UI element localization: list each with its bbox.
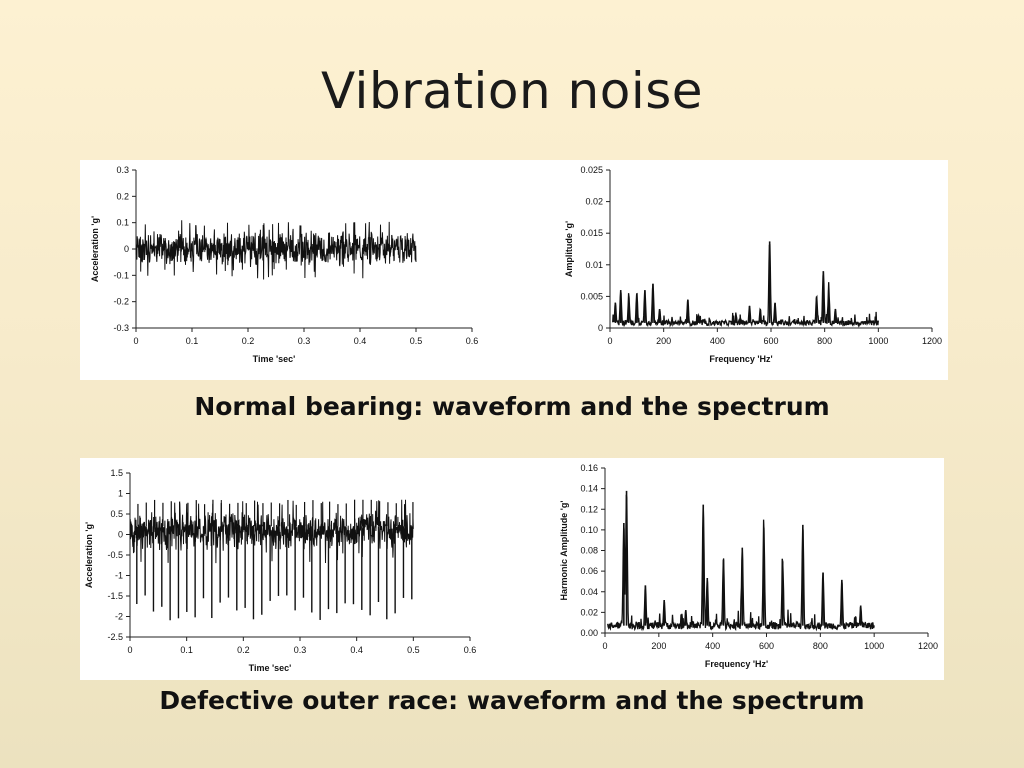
x-tick-label: 0.3 (294, 645, 307, 655)
y-tick-label: 0.00 (580, 628, 598, 638)
spectrum-trace (607, 494, 875, 632)
y-tick-label: 0.025 (580, 165, 603, 175)
y-axis-label: Harmonic Amplitude 'g' (559, 501, 569, 601)
y-tick-label: 0.14 (580, 484, 598, 494)
y-tick-label: 0.015 (580, 228, 603, 238)
x-tick-label: 0.3 (298, 336, 311, 346)
y-tick-label: -0.3 (113, 323, 129, 333)
x-tick-label: 0.5 (407, 645, 420, 655)
y-axis-label: Acceleration 'g' (90, 216, 100, 282)
y-tick-label: 0.01 (585, 260, 603, 270)
x-tick-label: 0 (602, 641, 607, 651)
x-tick-label: 0.2 (242, 336, 255, 346)
x-axis-label: Time 'sec' (249, 663, 292, 673)
y-axis-label: Acceleration 'g' (84, 522, 94, 588)
y-tick-label: -0.5 (107, 550, 123, 560)
defective-outer-race-panel: 0 0.1 0.2 0.3 0.4 0.5 0.6 -2.5 -2 -1.5 -1 -0.5 0 0.5 1… (80, 458, 944, 680)
y-tick-label: -1 (115, 571, 123, 581)
x-tick-label: 400 (705, 641, 720, 651)
x-tick-label: 1000 (864, 641, 884, 651)
x-tick-label: 600 (763, 336, 778, 346)
y-tick-label: 0.04 (580, 587, 598, 597)
x-tick-label: 1200 (922, 336, 942, 346)
x-tick-label: 200 (651, 641, 666, 651)
normal-bearing-panel: 0 0.1 0.2 0.3 0.4 0.5 0.6 -0.3 -0.2 -0.1 0 0.1 0.2 0.… (80, 160, 948, 380)
y-tick-label: 0.12 (580, 504, 598, 514)
y-tick-label: 0.1 (116, 218, 129, 228)
y-tick-label: 0.2 (116, 191, 129, 201)
x-axis-label: Time 'sec' (253, 354, 296, 364)
x-tick-label: 0.6 (464, 645, 477, 655)
y-tick-label: -2.5 (107, 632, 123, 642)
x-tick-label: 600 (759, 641, 774, 651)
defect-spectrum-chart: 0 200 400 600 800 1000 1200 0.00 0.02 0.04 0.06 0.0… (559, 463, 938, 669)
y-tick-label: -0.2 (113, 297, 129, 307)
x-tick-label: 0.4 (354, 336, 367, 346)
y-tick-label: 0.3 (116, 165, 129, 175)
waveform-trace (129, 499, 414, 564)
x-tick-label: 0 (133, 336, 138, 346)
x-tick-label: 400 (710, 336, 725, 346)
y-tick-label: -1.5 (107, 591, 123, 601)
y-tick-label: -0.1 (113, 270, 129, 280)
x-tick-label: 0.1 (180, 645, 193, 655)
x-tick-label: 200 (656, 336, 671, 346)
y-tick-label: -2 (115, 612, 123, 622)
y-tick-label: 0.08 (580, 546, 598, 556)
y-tick-label: 0.5 (110, 509, 123, 519)
y-tick-label: 1 (118, 489, 123, 499)
normal-spectrum-chart: 0 200 400 600 800 1000 1200 0 0.005 0.01 0.015 0.02… (564, 165, 942, 364)
y-tick-label: 0.02 (580, 607, 598, 617)
y-tick-label: 0.10 (580, 525, 598, 535)
normal-waveform-chart: 0 0.1 0.2 0.3 0.4 0.5 0.6 -0.3 -0.2 -0.1 0 0.1 0.2 0.… (90, 165, 479, 364)
x-tick-label: 0.1 (186, 336, 199, 346)
x-tick-label: 0.5 (410, 336, 423, 346)
x-tick-label: 800 (817, 336, 832, 346)
y-tick-label: 1.5 (110, 468, 123, 478)
defect-waveform-chart: 0 0.1 0.2 0.3 0.4 0.5 0.6 -2.5 -2 -1.5 -1 -0.5 0 0.5 1… (84, 468, 477, 673)
x-tick-label: 0 (607, 336, 612, 346)
x-tick-label: 0 (127, 645, 132, 655)
y-tick-label: 0.16 (580, 463, 598, 473)
defective-outer-race-caption: Defective outer race: waveform and the s… (159, 686, 865, 715)
normal-bearing-caption: Normal bearing: waveform and the spectru… (194, 392, 830, 421)
x-tick-label: 0.6 (466, 336, 479, 346)
x-tick-label: 1200 (918, 641, 938, 651)
y-tick-label: 0.005 (580, 291, 603, 301)
slide-title: Vibration noise (320, 62, 704, 120)
y-tick-label: 0.02 (585, 197, 603, 207)
y-tick-label: 0 (124, 244, 129, 254)
x-axis-label: Frequency 'Hz' (705, 659, 768, 669)
y-tick-label: 0 (118, 530, 123, 540)
x-axis-label: Frequency 'Hz' (709, 354, 772, 364)
waveform-trace (135, 220, 417, 280)
spectrum-trace (612, 243, 879, 328)
x-tick-label: 800 (813, 641, 828, 651)
y-tick-label: 0 (598, 323, 603, 333)
y-axis-label: Amplitude 'g' (564, 221, 574, 277)
x-tick-label: 0.2 (237, 645, 250, 655)
x-tick-label: 1000 (868, 336, 888, 346)
y-tick-label: 0.06 (580, 566, 598, 576)
x-tick-label: 0.4 (350, 645, 363, 655)
